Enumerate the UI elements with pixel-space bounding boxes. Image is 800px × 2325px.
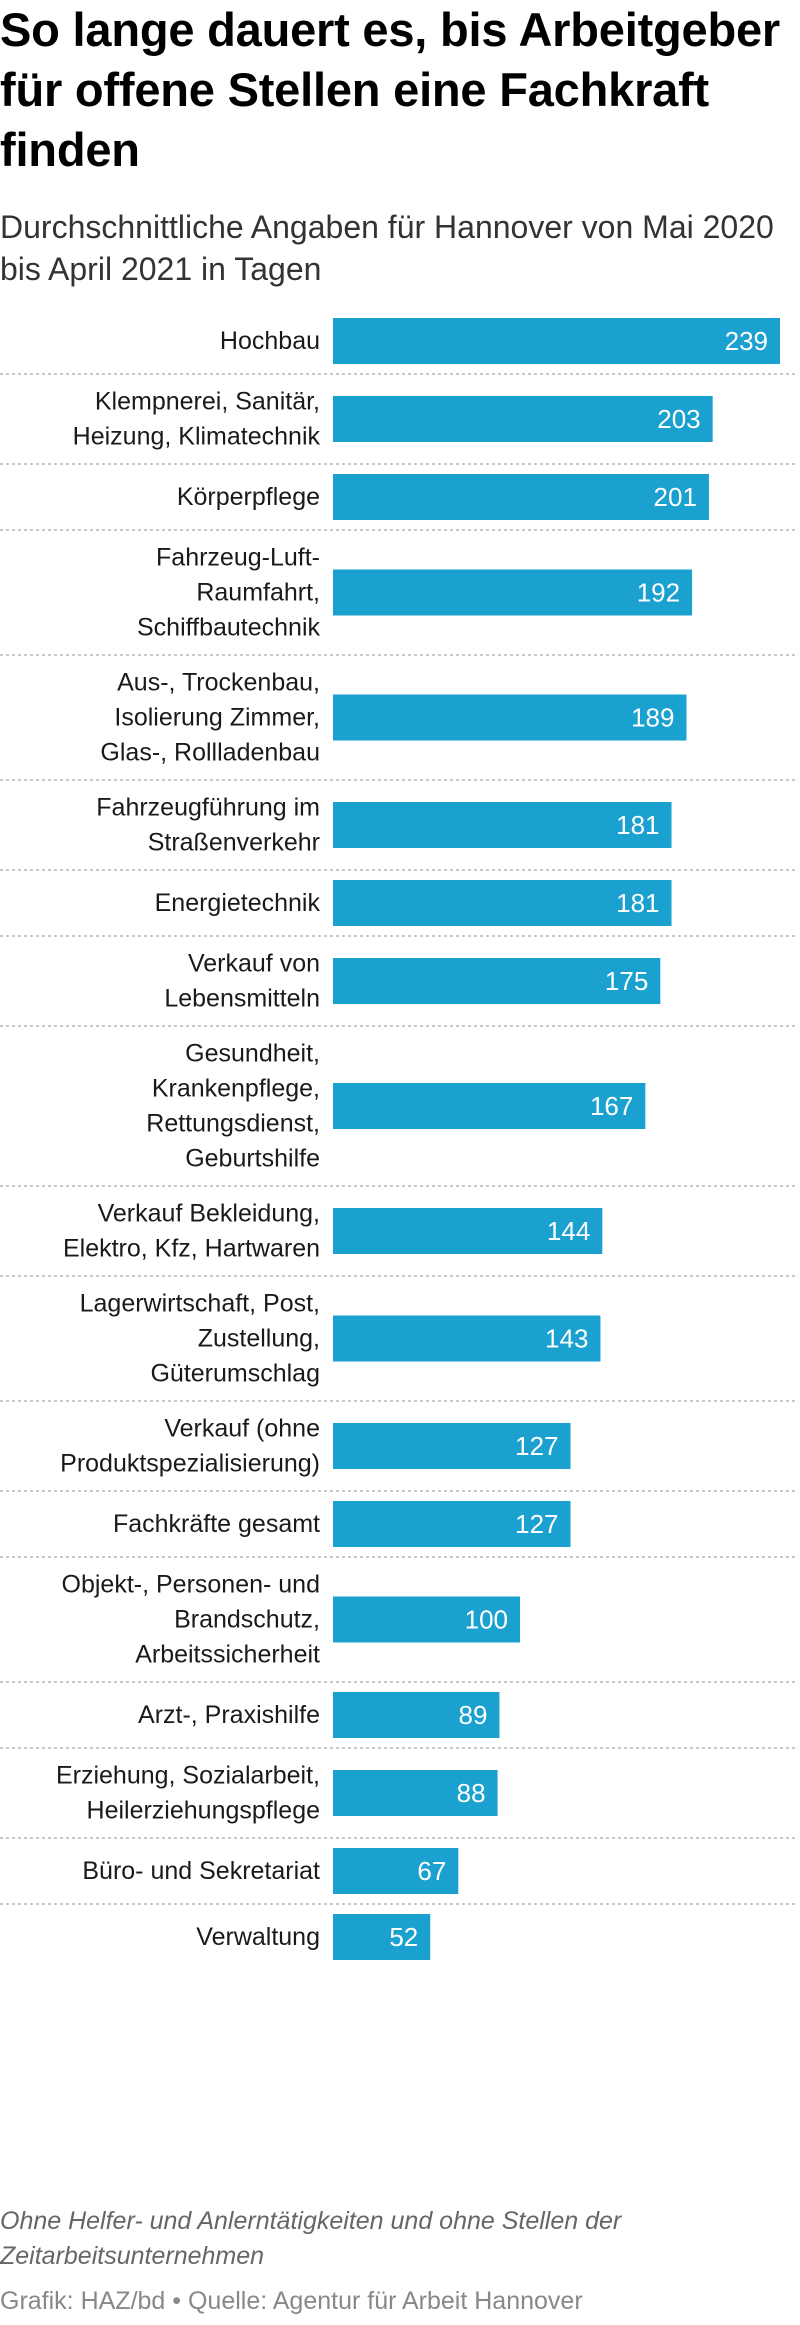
category-label: Verkauf von Lebensmitteln bbox=[164, 950, 320, 1013]
bar-1 bbox=[333, 318, 780, 364]
category-label: Verwaltung bbox=[196, 1923, 320, 1951]
category-label: Fahrzeugführung im Straßenverkehr bbox=[96, 794, 320, 857]
category-label: Hochbau bbox=[220, 327, 320, 355]
bar-8 bbox=[333, 958, 661, 1004]
bar-value-label: 67 bbox=[417, 1856, 446, 1886]
bar-18 bbox=[333, 1914, 431, 1960]
category-label: Erziehung, Sozialarbeit, Heilerziehungspf… bbox=[56, 1762, 320, 1825]
bar-14 bbox=[333, 1596, 521, 1643]
bar-11 bbox=[333, 1315, 601, 1362]
chart-subtitle: Durchschnittliche Angaben für Hannover v… bbox=[0, 209, 774, 287]
bar-value-label: 192 bbox=[637, 578, 680, 608]
category-label: Verkauf (ohne Produktspezialisierung) bbox=[60, 1415, 320, 1478]
bar-15 bbox=[333, 1692, 500, 1738]
bar-value-label: 181 bbox=[616, 888, 659, 918]
category-label: Fahrzeug-Luft-Raumfahrt, Schiffbautechnik bbox=[137, 544, 320, 642]
category-label: Energietechnik bbox=[155, 889, 321, 917]
bar-value-label: 143 bbox=[545, 1324, 588, 1354]
bar-13 bbox=[333, 1501, 571, 1547]
bar-value-label: 239 bbox=[725, 326, 768, 356]
bar-value-label: 52 bbox=[389, 1922, 418, 1952]
bar-16 bbox=[333, 1770, 498, 1816]
category-label: Büro- und Sekretariat bbox=[82, 1857, 320, 1885]
bar-17 bbox=[333, 1848, 459, 1894]
bar-value-label: 181 bbox=[616, 810, 659, 840]
bar-value-label: 167 bbox=[590, 1091, 633, 1121]
bar-9 bbox=[333, 1083, 646, 1129]
bar-3 bbox=[333, 474, 709, 520]
bar-chart: 239 Hochbau 203 Klempnerei, Sanitär, Heizung… bbox=[0, 318, 795, 1960]
category-label: Körperpflege bbox=[177, 483, 320, 511]
bar-value-label: 201 bbox=[654, 482, 697, 512]
bar-2 bbox=[333, 396, 713, 442]
chart-footnote: Ohne Helfer- und Anlerntätigkeiten und o… bbox=[0, 2207, 622, 2270]
bar-4 bbox=[333, 569, 693, 616]
bar-7 bbox=[333, 880, 672, 926]
bar-value-label: 203 bbox=[657, 404, 700, 434]
category-label: Fachkräfte gesamt bbox=[113, 1510, 320, 1538]
bar-value-label: 100 bbox=[465, 1605, 508, 1635]
chart-credit: Grafik: HAZ/bd • Quelle: Agentur für Arb… bbox=[0, 2287, 583, 2315]
category-label: Arzt-, Praxishilfe bbox=[138, 1701, 320, 1729]
category-label: Aus-, Trockenbau, Isolierung Zimmer, Glas-… bbox=[100, 669, 320, 767]
bar-10 bbox=[333, 1208, 603, 1254]
chart-title: So lange dauert es, bis Arbeitgeber für … bbox=[0, 3, 781, 176]
category-label: Verkauf Bekleidung, Elektro, Kfz, Hartwar… bbox=[63, 1200, 320, 1263]
category-label: Lagerwirtschaft, Post, Zustellung, Güterum… bbox=[80, 1290, 320, 1388]
bar-5 bbox=[333, 694, 687, 741]
bar-value-label: 89 bbox=[459, 1700, 488, 1730]
category-label: Objekt-, Personen- und Brandschutz, Arbeit… bbox=[62, 1571, 321, 1669]
bar-value-label: 127 bbox=[515, 1431, 558, 1461]
bar-6 bbox=[333, 802, 672, 848]
bar-value-label: 189 bbox=[631, 703, 674, 733]
bar-12 bbox=[333, 1423, 571, 1469]
bar-value-label: 88 bbox=[457, 1778, 486, 1808]
bar-value-label: 127 bbox=[515, 1509, 558, 1539]
category-label: Gesundheit, Krankenpflege, Rettungsdienst,… bbox=[146, 1040, 320, 1173]
bar-value-label: 175 bbox=[605, 966, 648, 996]
bar-value-label: 144 bbox=[547, 1216, 590, 1246]
category-label: Klempnerei, Sanitär, Heizung, Klimatechni… bbox=[73, 388, 321, 451]
